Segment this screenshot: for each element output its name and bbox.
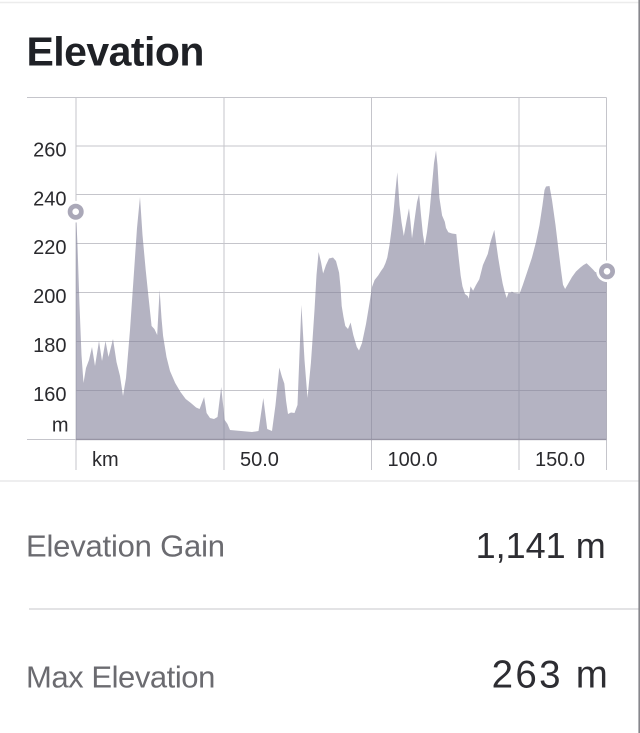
svg-text:220: 220	[33, 237, 66, 259]
svg-text:180: 180	[33, 335, 66, 357]
svg-text:Elevation Gain: Elevation Gain	[26, 528, 225, 563]
svg-text:1,141 m: 1,141 m	[476, 525, 606, 566]
svg-text:50.0: 50.0	[240, 449, 279, 471]
svg-text:100.0: 100.0	[388, 449, 438, 471]
svg-text:263 m: 263 m	[492, 654, 611, 697]
svg-text:150.0: 150.0	[535, 449, 585, 471]
svg-text:160: 160	[33, 384, 66, 406]
svg-text:Elevation: Elevation	[27, 28, 204, 74]
svg-text:240: 240	[33, 188, 66, 210]
svg-text:260: 260	[33, 139, 66, 161]
svg-text:200: 200	[33, 286, 66, 308]
svg-text:Max Elevation: Max Elevation	[26, 659, 215, 694]
svg-text:km: km	[92, 449, 119, 471]
svg-text:m: m	[52, 415, 69, 437]
